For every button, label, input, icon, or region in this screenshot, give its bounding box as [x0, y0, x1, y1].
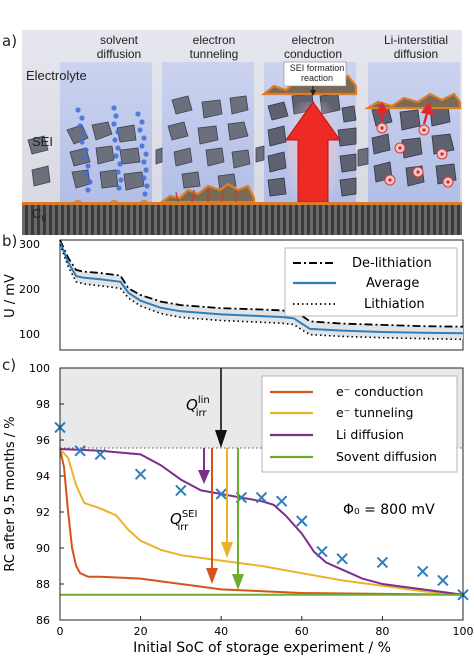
panel-b-label: b)	[2, 232, 18, 250]
panel-a-illustration	[22, 30, 462, 235]
voltage-ytick-300: 300	[19, 238, 40, 251]
reaction-label-line2: reaction	[300, 73, 334, 83]
rc-xticks: 0 20 40 60 80 100	[57, 616, 474, 638]
rc-marker	[215, 488, 227, 500]
legend-solvent-label: Sovent diffusion	[336, 449, 437, 464]
rc-ytick-label: 92	[36, 506, 50, 519]
panel-a-label: a)	[2, 32, 18, 50]
rc-marker	[175, 484, 187, 497]
rc-ytick-label: 90	[36, 542, 50, 555]
legend-lithiation-label: Lithiation	[364, 297, 425, 312]
rc-marker	[296, 515, 308, 527]
col-title-li-line1: Li-interstitial	[383, 33, 449, 47]
col-title-solvent-line2: diffusion	[96, 47, 142, 61]
rc-marker	[255, 491, 268, 504]
legend-tunneling-label: e⁻ tunneling	[336, 405, 413, 420]
legend-li-label: Li diffusion	[336, 427, 404, 442]
arrow-conduction	[206, 448, 218, 584]
rc-xtick-label: 0	[57, 625, 64, 638]
rc-ylabel: RC after 9.5 months / %	[3, 416, 18, 571]
rc-ytick-label: 86	[36, 614, 50, 627]
panel-c-label: c)	[2, 356, 17, 374]
rc-lines	[59, 448, 464, 596]
rc-line-tunneling	[59, 448, 464, 596]
rc-ytick-label: 88	[36, 578, 50, 591]
voltage-ylabel: U / mV	[3, 274, 18, 318]
rc-xlabel: Initial SoC of storage experiment / %	[133, 640, 391, 656]
rc-marker	[316, 545, 328, 558]
voltage-ytick-100: 100	[19, 328, 40, 341]
rc-marker	[134, 468, 147, 480]
rc-xtick-label: 80	[375, 625, 389, 638]
rc-marker	[94, 448, 107, 461]
col-title-tunneling-line1: electron	[192, 33, 236, 47]
rc-marker	[275, 495, 288, 507]
voltage-line-average	[59, 241, 464, 335]
c6-label: C6	[32, 206, 47, 224]
arrow-solvent	[232, 448, 244, 590]
rc-chart: 100 98 96 94 92 90 88 86 0 20 40 60 80 100 RC after …	[3, 362, 474, 656]
rc-yticks: 100 98 96 94 92 90 88 86	[29, 362, 64, 627]
rc-ytick-label: 94	[36, 470, 50, 483]
col-title-li-line2: diffusion	[393, 47, 439, 61]
reaction-label-line1: SEI formation	[289, 63, 345, 73]
rc-marker	[376, 556, 389, 569]
voltage-line-delithiation	[59, 239, 464, 328]
rc-xtick-label: 60	[295, 625, 309, 638]
arrow-tunneling	[221, 448, 233, 558]
rc-xtick-label: 100	[453, 625, 474, 638]
legend-delithiation-label: De-lithiation	[352, 256, 432, 271]
col-title-conduction-line1: electron	[291, 33, 335, 47]
rc-marker	[437, 574, 449, 587]
legend-average-label: Average	[366, 276, 419, 291]
rc-marker	[74, 445, 86, 457]
voltage-band	[60, 240, 463, 340]
arrow-q-sei-li	[198, 448, 210, 484]
electrolyte-label: Electrolyte	[26, 68, 87, 83]
rc-ytick-label: 98	[36, 398, 50, 411]
sei-label: SEI	[32, 134, 53, 149]
rc-xtick-label: 20	[134, 625, 148, 638]
rc-line-conduction	[59, 448, 464, 596]
voltage-chart: 300 200 100 U / mV De-lithiation Average…	[3, 238, 464, 351]
arrow-q-lin	[215, 368, 227, 448]
rc-marker	[416, 565, 429, 578]
legend-conduction-label: e⁻ conduction	[336, 384, 423, 399]
rc-ytick-label: 100	[29, 362, 50, 375]
rc-ytick-label: 96	[36, 434, 50, 447]
voltage-ytick-200: 200	[19, 283, 40, 296]
rc-plot-frame	[59, 367, 464, 621]
phi-label: Φ₀ = 800 mV	[343, 502, 435, 518]
col-title-conduction-line2: conduction	[283, 47, 343, 61]
q-lin-label: Qlin irr	[186, 395, 210, 419]
col-title-tunneling-line2: tunneling	[189, 47, 239, 61]
voltage-lines	[59, 239, 464, 341]
rc-xtick-label: 40	[214, 625, 228, 638]
col-title-solvent-line1: solvent	[99, 33, 139, 47]
q-sei-label: QSEI irr	[170, 509, 197, 533]
rc-markers	[54, 421, 469, 601]
rc-line-li-diffusion	[59, 448, 464, 596]
rc-marker	[336, 553, 348, 565]
